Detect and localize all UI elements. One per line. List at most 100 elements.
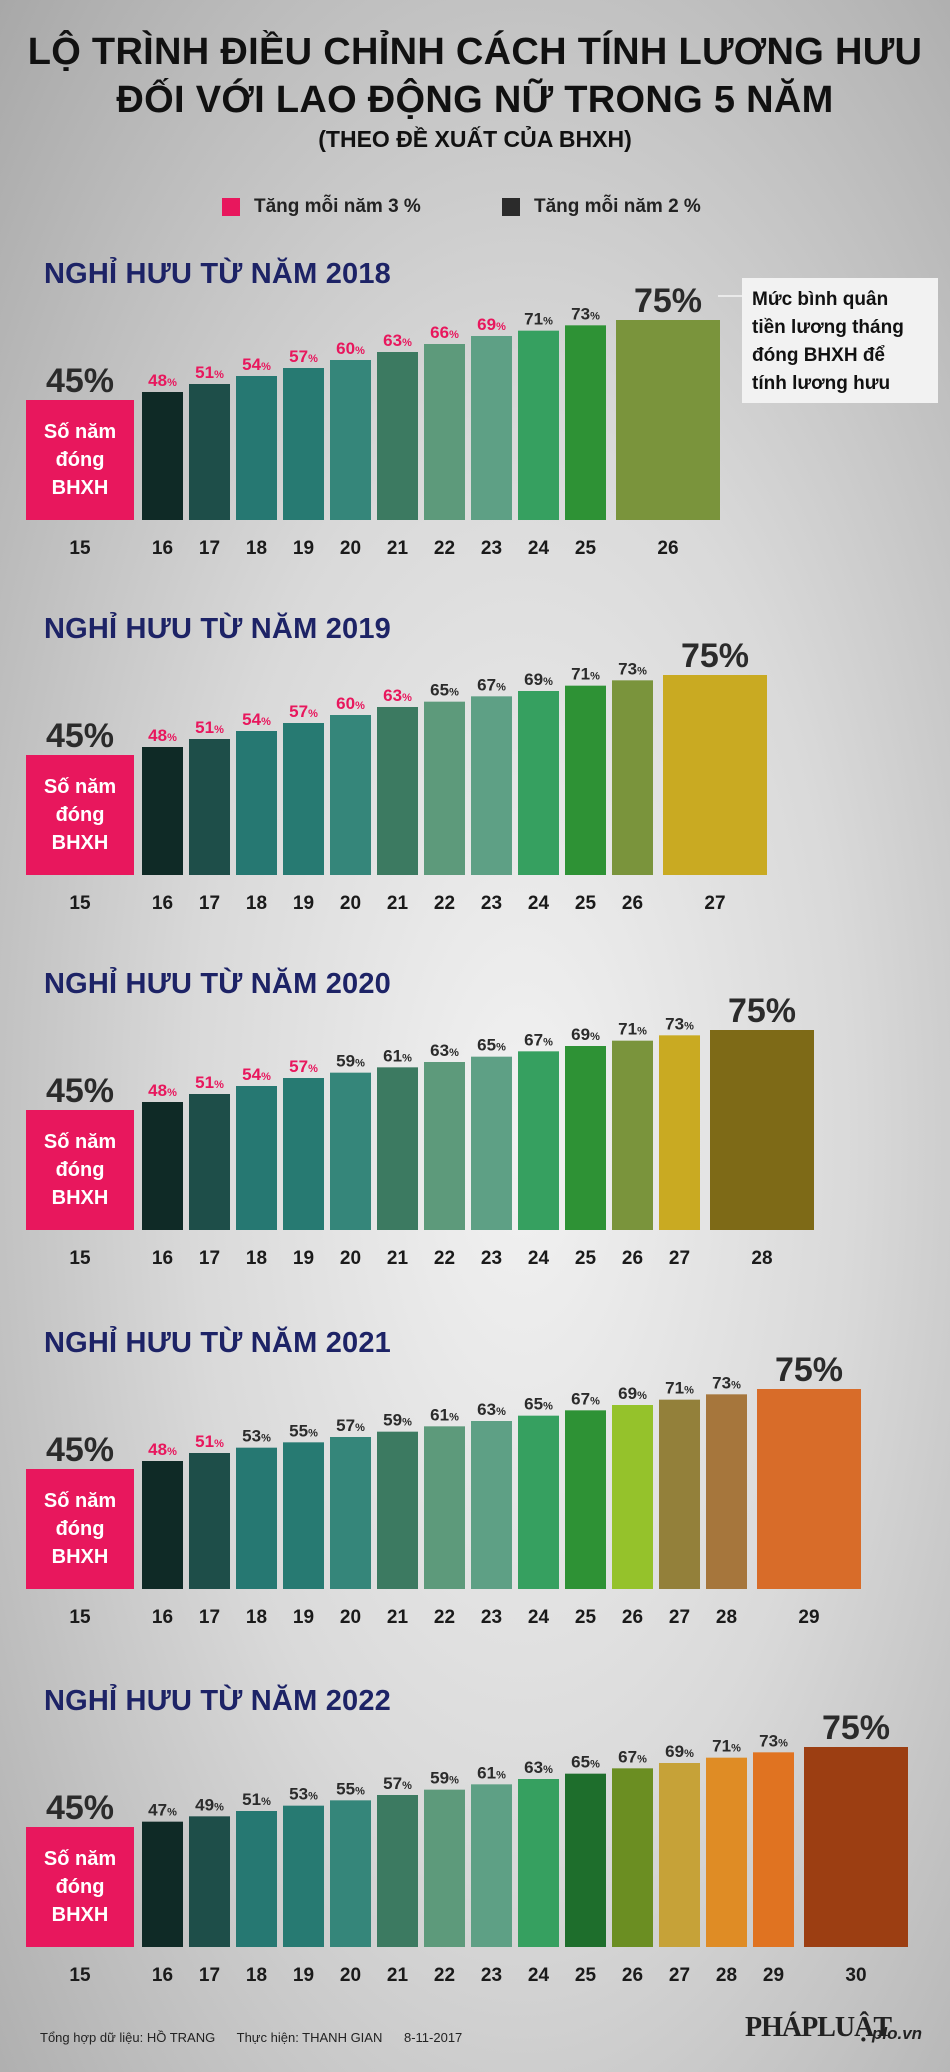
- percent-sign: %: [355, 1422, 365, 1434]
- value-label-16: 48%: [148, 371, 177, 390]
- percent-sign: %: [590, 310, 600, 322]
- percent-sign: %: [543, 676, 553, 688]
- value-label-30: 75%: [822, 1709, 890, 1747]
- bar-18: [236, 376, 277, 520]
- percent-sign: %: [402, 1052, 412, 1064]
- note-line-1: Mức bình quân: [752, 289, 889, 310]
- value-label-17: 51%: [195, 1073, 224, 1092]
- category-label-22: 22: [434, 1607, 455, 1628]
- panel-2022: NGHỈ HƯU TỪ NĂM 2022 45% 15 Số năm đóng BHXH…: [0, 1685, 950, 2015]
- bar-24: [518, 330, 559, 520]
- category-label-19: 19: [293, 893, 314, 914]
- value-label-19: 57%: [289, 1057, 318, 1076]
- category-label-16: 16: [152, 893, 173, 914]
- bar-chart-2019: 45% 15 Số năm đóng BHXH 48% 16 51% 17 54% 18 57% 19 6…: [26, 637, 767, 914]
- bar-18: [236, 731, 277, 875]
- base-bar-caption-line: BHXH: [52, 1187, 109, 1209]
- bar-25: [565, 325, 606, 520]
- bar-28: [706, 1394, 747, 1589]
- bar-chart-2022: 45% 15 Số năm đóng BHXH 47% 16 49% 17 51% 18 53% 19 5…: [26, 1709, 908, 1986]
- percent-sign: %: [308, 353, 318, 365]
- value-label-23: 69%: [477, 315, 506, 334]
- category-label-15: 15: [69, 893, 91, 914]
- bar-20: [330, 715, 371, 875]
- percent-sign: %: [543, 316, 553, 328]
- value-label-20: 60%: [336, 694, 365, 713]
- bar-29: [757, 1389, 861, 1589]
- value-label-28: 75%: [728, 992, 796, 1030]
- legend: Tăng mỗi năm 3 % Tăng mỗi năm 2 %: [0, 196, 950, 226]
- panel-title: NGHỈ HƯU TỪ NĂM 2020: [44, 968, 392, 1000]
- value-label-17: 51%: [195, 718, 224, 737]
- category-label-26: 26: [622, 893, 643, 914]
- category-label-24: 24: [528, 893, 550, 914]
- category-label-16: 16: [152, 1607, 173, 1628]
- percent-sign: %: [590, 1759, 600, 1771]
- value-label-21: 61%: [383, 1046, 412, 1065]
- percent-sign: %: [590, 1031, 600, 1043]
- title-block: LỘ TRÌNH ĐIỀU CHỈNH CÁCH TÍNH LƯƠNG HƯU …: [0, 28, 950, 154]
- value-label-20: 59%: [336, 1052, 365, 1071]
- category-label-28: 28: [716, 1607, 737, 1628]
- value-label-16: 48%: [148, 1440, 177, 1459]
- value-label-23: 63%: [477, 1400, 506, 1419]
- percent-sign: %: [308, 1427, 318, 1439]
- category-label-20: 20: [340, 1607, 361, 1628]
- category-label-21: 21: [387, 1607, 409, 1628]
- bar-21: [377, 1795, 418, 1947]
- percent-sign: %: [543, 1764, 553, 1776]
- bar-28: [706, 1757, 747, 1947]
- bar-21: [377, 707, 418, 875]
- percent-sign: %: [402, 692, 412, 704]
- value-label-26: 75%: [634, 282, 702, 320]
- category-label-18: 18: [246, 1607, 267, 1628]
- bar-16: [142, 1102, 183, 1230]
- base-bar-caption-line: đóng: [56, 804, 105, 826]
- category-label-20: 20: [340, 1248, 361, 1269]
- bar-18: [236, 1811, 277, 1947]
- category-label-27: 27: [669, 1607, 690, 1628]
- category-label-24: 24: [528, 1607, 550, 1628]
- category-label-15: 15: [69, 538, 91, 559]
- base-bar-caption-line: Số năm: [44, 1131, 116, 1153]
- category-label-26: 26: [622, 1607, 643, 1628]
- value-label-27: 75%: [681, 637, 749, 675]
- value-label-16: 48%: [148, 1081, 177, 1100]
- base-bar-caption-line: Số năm: [44, 776, 116, 798]
- value-label-25: 67%: [571, 1389, 600, 1408]
- bar-17: [189, 1094, 230, 1230]
- category-label-23: 23: [481, 893, 502, 914]
- percent-sign: %: [590, 1395, 600, 1407]
- bar-25: [565, 1773, 606, 1947]
- percent-sign: %: [355, 1785, 365, 1797]
- legend-item-3-percent: Tăng mỗi năm 3 %: [222, 196, 421, 218]
- bar-20: [330, 1072, 371, 1230]
- percent-sign: %: [167, 1087, 177, 1099]
- value-label-25: 73%: [571, 304, 600, 323]
- bar-25: [565, 1410, 606, 1589]
- value-label-21: 63%: [383, 686, 412, 705]
- base-bar-caption-line: đóng: [56, 449, 105, 471]
- category-label-27: 27: [669, 1248, 690, 1269]
- category-label-28: 28: [751, 1248, 772, 1269]
- value-label-25: 69%: [571, 1025, 600, 1044]
- value-label-21: 57%: [383, 1774, 412, 1793]
- value-label-15: 45%: [46, 362, 114, 400]
- value-label-17: 51%: [195, 363, 224, 382]
- bar-24: [518, 691, 559, 875]
- percent-sign: %: [261, 1796, 271, 1808]
- value-label-18: 54%: [242, 355, 271, 374]
- bar-22: [424, 1062, 465, 1230]
- bar-27: [659, 1035, 700, 1230]
- category-label-22: 22: [434, 538, 455, 559]
- panel-title: NGHỈ HƯU TỪ NĂM 2019: [44, 613, 392, 645]
- category-label-22: 22: [434, 893, 455, 914]
- value-label-24: 63%: [524, 1758, 553, 1777]
- value-label-27: 69%: [665, 1742, 694, 1761]
- category-label-23: 23: [481, 1965, 502, 1986]
- value-label-18: 54%: [242, 1065, 271, 1084]
- value-label-18: 51%: [242, 1790, 271, 1809]
- percent-sign: %: [684, 1020, 694, 1032]
- percent-sign: %: [214, 1079, 224, 1091]
- bar-15: [26, 1110, 134, 1230]
